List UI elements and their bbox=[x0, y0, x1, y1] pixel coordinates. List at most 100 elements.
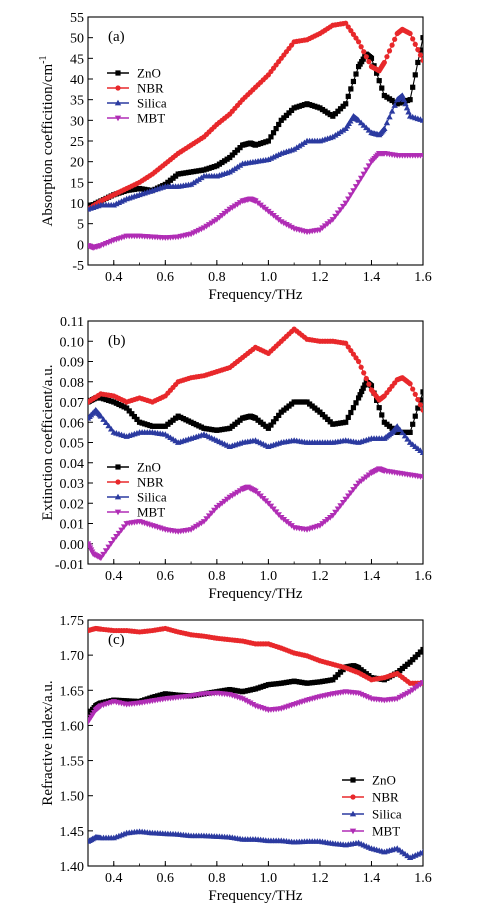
x-tick-label: 0.4 bbox=[105, 871, 123, 886]
data-point-nbr bbox=[355, 358, 362, 365]
x-tick-label: 1.2 bbox=[311, 270, 329, 285]
data-point-zno bbox=[374, 70, 380, 76]
data-point-nbr bbox=[420, 407, 423, 413]
data-point-zno bbox=[368, 55, 375, 61]
data-point-nbr bbox=[389, 42, 395, 48]
y-tick-label: 0.07 bbox=[60, 396, 85, 411]
data-point-silica bbox=[419, 449, 423, 456]
y-tick-label: 35 bbox=[70, 94, 84, 109]
x-tick-label: 1.0 bbox=[260, 270, 278, 285]
data-point-zno bbox=[131, 413, 137, 420]
data-point-silica bbox=[107, 425, 115, 432]
data-point-mbt bbox=[350, 487, 357, 493]
x-tick-label: 1.0 bbox=[260, 871, 278, 886]
data-point-nbr bbox=[345, 344, 351, 350]
plot-frame bbox=[87, 619, 424, 867]
y-tick-label: 1.70 bbox=[60, 649, 85, 664]
legend-label: NBR bbox=[137, 81, 164, 96]
y-tick-label: 0.01 bbox=[60, 518, 85, 533]
y-tick-label: 0.00 bbox=[60, 538, 85, 553]
data-point-zno bbox=[412, 72, 418, 78]
data-point-zno bbox=[407, 97, 413, 103]
data-point-nbr bbox=[348, 347, 354, 354]
legend-label: MBT bbox=[137, 111, 165, 126]
data-point-silica bbox=[100, 416, 107, 422]
data-point-mbt bbox=[107, 540, 115, 547]
data-point-mbt bbox=[363, 167, 370, 174]
data-point-mbt bbox=[347, 490, 355, 496]
legend-marker bbox=[114, 493, 122, 500]
data-point-mbt bbox=[342, 496, 349, 503]
panel-label: (b) bbox=[108, 333, 126, 349]
data-point-zno bbox=[265, 138, 271, 144]
data-point-mbt bbox=[352, 483, 360, 490]
data-point-silica bbox=[234, 163, 241, 170]
panel-label: (c) bbox=[108, 632, 125, 648]
data-point-silica bbox=[396, 426, 404, 432]
data-point-zno bbox=[348, 409, 354, 416]
data-point-silica bbox=[402, 100, 409, 107]
data-point-silica bbox=[298, 141, 306, 147]
data-point-silica bbox=[190, 179, 197, 186]
plot-area bbox=[88, 20, 423, 251]
data-point-zno bbox=[276, 121, 282, 128]
y-tick-label: 1.65 bbox=[60, 684, 85, 699]
data-point-mbt bbox=[272, 509, 280, 515]
data-point-nbr bbox=[343, 340, 349, 346]
data-point-mbt bbox=[203, 516, 210, 522]
data-point-zno bbox=[350, 405, 357, 411]
data-point-silica bbox=[187, 181, 195, 187]
data-point-zno bbox=[343, 101, 349, 107]
y-tick-label: 15 bbox=[70, 176, 84, 191]
data-point-zno bbox=[134, 416, 140, 423]
data-point-silica bbox=[97, 412, 105, 419]
data-point-mbt bbox=[419, 680, 423, 686]
data-point-mbt bbox=[285, 223, 293, 230]
data-point-nbr bbox=[384, 54, 390, 60]
data-point-nbr bbox=[353, 35, 359, 41]
data-point-zno bbox=[268, 422, 274, 428]
y-axis-label: Refractive index/a.u. bbox=[40, 680, 56, 805]
data-point-silica bbox=[198, 174, 205, 181]
data-point-nbr bbox=[361, 49, 367, 55]
data-point-mbt bbox=[118, 527, 125, 534]
data-point-mbt bbox=[345, 493, 352, 500]
data-point-silica bbox=[404, 436, 411, 442]
y-tick-label: 45 bbox=[70, 52, 84, 67]
y-tick-label: 40 bbox=[70, 73, 84, 88]
y-tick-label: 0 bbox=[77, 238, 84, 253]
y-tick-label: 1.50 bbox=[60, 790, 85, 805]
data-point-nbr bbox=[410, 36, 416, 42]
data-point-silica bbox=[334, 130, 342, 136]
data-point-zno bbox=[129, 411, 135, 417]
data-point-mbt bbox=[332, 509, 339, 516]
data-point-nbr bbox=[345, 24, 351, 30]
data-point-mbt bbox=[239, 696, 246, 702]
x-tick-label: 1.6 bbox=[414, 270, 432, 285]
data-point-zno bbox=[360, 385, 366, 391]
data-point-mbt bbox=[419, 474, 423, 481]
legend-label: Silica bbox=[137, 490, 167, 505]
data-point-mbt bbox=[329, 217, 337, 223]
data-point-nbr bbox=[392, 36, 398, 42]
data-point-mbt bbox=[113, 534, 120, 540]
data-point-silica bbox=[399, 429, 406, 436]
data-point-mbt bbox=[211, 507, 218, 514]
data-point-silica bbox=[400, 96, 408, 103]
data-point-nbr bbox=[415, 396, 421, 403]
data-point-nbr bbox=[381, 59, 387, 66]
data-point-mbt bbox=[97, 555, 105, 562]
plot-frame bbox=[87, 16, 424, 266]
y-tick-label: 0.05 bbox=[60, 437, 85, 452]
data-point-mbt bbox=[337, 207, 344, 213]
y-axis-label-text: Refractive index/a.u. bbox=[40, 680, 56, 805]
data-point-mbt bbox=[100, 551, 107, 558]
x-tick-label: 0.6 bbox=[157, 569, 175, 584]
data-point-zno bbox=[420, 389, 423, 395]
data-point-nbr bbox=[386, 48, 393, 54]
legend-label: NBR bbox=[372, 790, 399, 805]
data-point-silica bbox=[231, 165, 239, 172]
data-point-mbt bbox=[205, 513, 213, 520]
data-point-nbr bbox=[366, 381, 372, 387]
x-tick-label: 0.4 bbox=[105, 270, 123, 285]
